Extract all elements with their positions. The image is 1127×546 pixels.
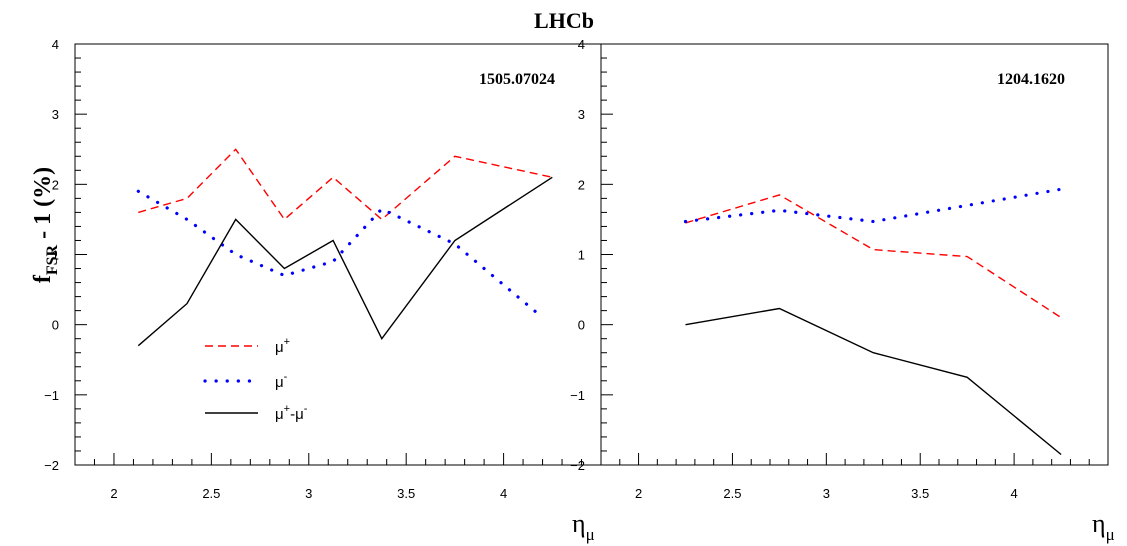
y-tick-label: 0: [52, 318, 59, 333]
y-axis-title-sub: FSR: [44, 244, 61, 275]
svg-text:ημ: ημ: [572, 509, 595, 544]
series-line-diff: [685, 307, 1062, 456]
x-tick-label: 2: [110, 486, 117, 501]
panel-left: −2 −1 0 1 2 3 4 2 2.5 3 3.5 4 1505.07024: [44, 37, 602, 501]
chart-title: LHCb: [534, 8, 594, 33]
y-tick-label: 2: [52, 177, 59, 192]
x-tick-label: 4: [1010, 486, 1017, 501]
panel-right: −2 −1 0 1 2 3 4 2 2.5 3 3.5 4 1204.1620: [570, 37, 1109, 501]
legend-label-diff: μ+-μ-: [275, 403, 308, 423]
y-axis-title-main: f: [30, 274, 56, 283]
x-tick-label: 3: [823, 486, 830, 501]
y-tick-label: 3: [52, 107, 59, 122]
panel-label: 1505.07024: [479, 71, 555, 88]
x-axis-title-right: ημ: [1092, 509, 1115, 544]
series-line-mu_plus: [138, 148, 553, 221]
x-tick-label: 3.5: [397, 486, 415, 501]
y-tick-label: −2: [570, 458, 585, 473]
x-tick-label: 3.5: [911, 486, 929, 501]
series-line-mu_plus: [685, 194, 1062, 319]
series-line-mu_minus: [683, 187, 1063, 224]
panel-frame: [74, 43, 602, 466]
x-tick-label: 2: [635, 486, 642, 501]
x-tick-label: 4: [500, 486, 507, 501]
y-axis-title: fFSR - 1 (%): [30, 167, 61, 283]
y-tick-label: 0: [578, 318, 585, 333]
panel-label: 1204.1620: [997, 71, 1065, 88]
legend-label-mu_minus: μ-: [275, 371, 288, 391]
y-axis-title-rest: - 1 (%): [30, 167, 56, 245]
y-tick-label: 4: [52, 37, 59, 52]
y-tick-label: −1: [44, 388, 59, 403]
series-line-diff: [137, 176, 553, 347]
x-tick-label: 2.5: [723, 486, 741, 501]
x-tick-label: 3: [305, 486, 312, 501]
y-tick-label: −2: [44, 458, 59, 473]
x-axis-title-left: ημ: [572, 509, 595, 544]
y-tick-label: 2: [578, 177, 585, 192]
legend-label-mu_plus: μ+: [275, 336, 290, 356]
y-tick-label: 4: [578, 37, 585, 52]
panel-frame: [600, 43, 1109, 466]
y-tick-label: 3: [578, 107, 585, 122]
y-tick-label: 1: [578, 248, 585, 263]
legend: μ+ μ-μ+-μ-: [203, 336, 308, 423]
y-tick-label: 1: [52, 248, 59, 263]
svg-text:ημ: ημ: [1092, 509, 1115, 544]
y-tick-label: −1: [570, 388, 585, 403]
x-tick-label: 2.5: [202, 486, 220, 501]
series-line-mu_minus: [136, 189, 545, 320]
svg-text:fFSR - 1 (%): fFSR - 1 (%): [30, 167, 61, 283]
